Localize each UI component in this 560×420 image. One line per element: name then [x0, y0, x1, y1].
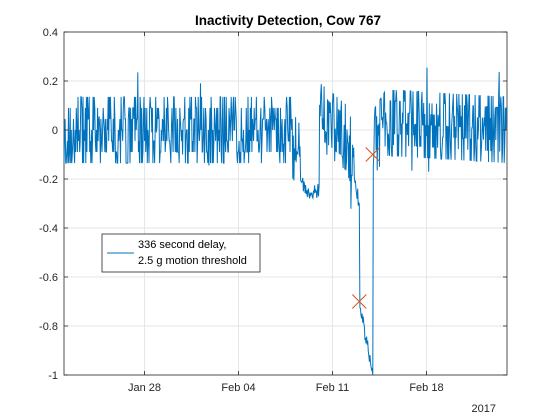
series-layer — [63, 67, 507, 376]
chart-title: Inactivity Detection, Cow 767 — [195, 13, 381, 28]
axes-box — [63, 31, 508, 376]
y-tick-label: -0.6 — [39, 272, 58, 284]
x-tick-label: Feb 18 — [409, 382, 443, 394]
y-tick-label: -0.4 — [39, 223, 58, 235]
x-tick-label: Jan 28 — [128, 382, 161, 394]
x-tick-label: Feb 11 — [316, 382, 349, 394]
x-axis: Jan 28 Feb 04 Feb 11 Feb 18 — [128, 32, 444, 394]
y-tick-label: 0.4 — [43, 27, 58, 39]
y-tick-label: 0 — [52, 125, 58, 137]
grid-lines — [64, 31, 507, 376]
marker-layer — [351, 147, 381, 309]
y-axis: 0.4 0.2 0 -0.2 -0.4 -0.6 -0.8 -1 — [39, 27, 507, 382]
x-tick-label: Feb 04 — [221, 382, 255, 394]
legend-entry-line1: 336 second delay, — [138, 239, 226, 251]
y-tick-label: 0.2 — [43, 76, 58, 88]
legend: 336 second delay, 2.5 g motion threshold — [101, 233, 261, 273]
detection-marker — [365, 147, 381, 162]
plot-area — [63, 31, 508, 376]
y-tick-label: -1 — [48, 370, 58, 382]
x-year-label: 2017 — [472, 403, 496, 415]
y-tick-label: -0.2 — [39, 174, 58, 186]
series-line — [63, 67, 507, 376]
legend-entry-line2: 2.5 g motion threshold — [138, 255, 247, 267]
detection-marker — [351, 294, 367, 309]
y-tick-label: -0.8 — [39, 321, 58, 333]
